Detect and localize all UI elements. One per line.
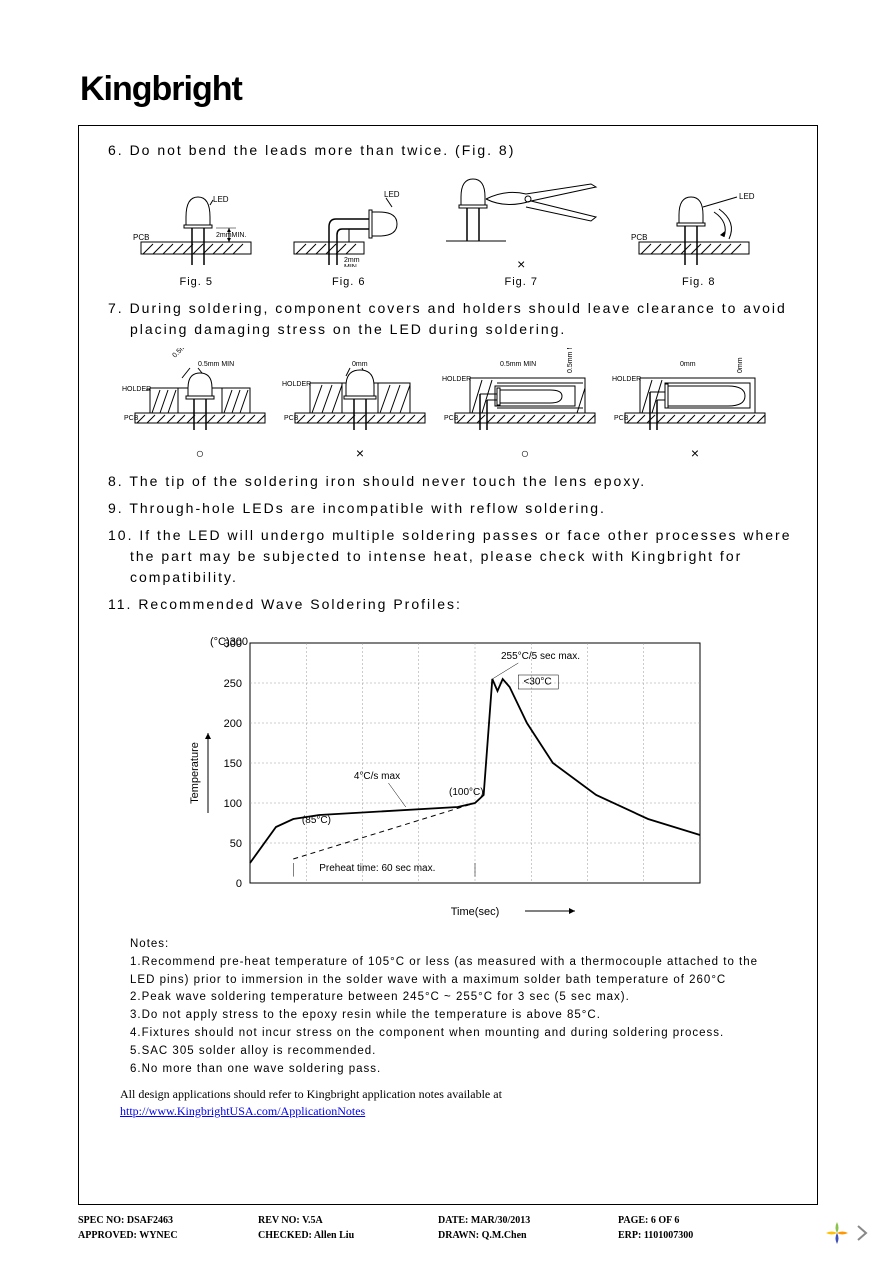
svg-text:(85°C): (85°C) — [302, 815, 331, 826]
holder-fig-2: 0mm HOLDER PCB × — [280, 348, 440, 461]
item-10: 10. If the LED will undergo multiple sol… — [100, 525, 800, 588]
item-8: 8. The tip of the soldering iron should … — [100, 471, 800, 492]
svg-text:100: 100 — [224, 798, 242, 810]
fig-7: × Fig. 7 — [436, 169, 606, 288]
footer-drawn: DRAWN: Q.M.Chen — [438, 1230, 618, 1241]
holder-2-mark: × — [280, 445, 440, 461]
note-1: 1.Recommend pre-heat temperature of 105°… — [130, 954, 780, 990]
figure-row-2: 0.5mm MIN 0.5mm MIN HOLDER PCB — [120, 348, 780, 461]
footer-page: PAGE: 6 OF 6 — [618, 1215, 798, 1226]
content-area: 6. Do not bend the leads more than twice… — [100, 140, 800, 1120]
holder-4-mark: × — [610, 445, 780, 461]
footer-spec: SPEC NO: DSAF2463 — [78, 1215, 258, 1226]
fig-7-label: Fig. 7 — [436, 276, 606, 288]
fig-6: LED 2mm MIN. Fig. 6 — [284, 187, 414, 288]
application-notes-link[interactable]: http://www.KingbrightUSA.com/Application… — [120, 1104, 365, 1118]
footer: SPEC NO: DSAF2463 REV NO: V.5A DATE: MAR… — [78, 1215, 818, 1245]
fig-8-label: Fig. 8 — [629, 276, 769, 288]
svg-text:Preheat time: 60 sec max.: Preheat time: 60 sec max. — [319, 863, 435, 874]
svg-text:0.5mm MIN: 0.5mm MIN — [198, 361, 234, 368]
holder-fig-3: 0.5mm MIN 0.5mm MIN HOLDER PCB ○ — [440, 348, 610, 461]
svg-text:(°C)300: (°C)300 — [210, 636, 248, 648]
soldering-profile-chart: 050100150200250300(°C)300TemperatureTime… — [180, 623, 760, 928]
svg-text:Time(sec): Time(sec) — [451, 906, 499, 918]
svg-text:LED: LED — [213, 195, 229, 204]
note-4: 4.Fixtures should not incur stress on th… — [130, 1025, 780, 1043]
svg-text:255°C/5 sec max.: 255°C/5 sec max. — [501, 651, 580, 662]
logo: Kingbright — [80, 70, 242, 109]
holder-fig-1: 0.5mm MIN 0.5mm MIN HOLDER PCB — [120, 348, 280, 461]
svg-text:<30°C: <30°C — [523, 677, 551, 688]
svg-text:PCB: PCB — [133, 233, 149, 242]
svg-text:0: 0 — [236, 878, 242, 890]
footer-erp: ERP: 1101007300 — [618, 1230, 798, 1241]
svg-text:HOLDER: HOLDER — [442, 376, 471, 383]
figure-row-1: PCB LED 2mmMIN. Fig. 5 — [120, 169, 780, 288]
svg-text:50: 50 — [230, 838, 242, 850]
svg-text:PCB: PCB — [614, 415, 629, 422]
svg-text:PCB: PCB — [284, 415, 299, 422]
svg-text:PCB: PCB — [124, 415, 139, 422]
svg-text:PCB: PCB — [444, 415, 459, 422]
svg-text:0mm: 0mm — [352, 361, 368, 368]
notes-block: Notes: 1.Recommend pre-heat temperature … — [130, 936, 780, 1079]
fig-6-label: Fig. 6 — [284, 276, 414, 288]
svg-text:0mm: 0mm — [680, 361, 696, 368]
fig-8: PCB LED Fig. 8 — [629, 187, 769, 288]
fig-5: PCB LED 2mmMIN. Fig. 5 — [131, 187, 261, 288]
svg-text:2mm: 2mm — [344, 257, 360, 264]
svg-text:200: 200 — [224, 718, 242, 730]
footer-rev: REV NO: V.5A — [258, 1215, 438, 1226]
item-11: 11. Recommended Wave Soldering Profiles: — [100, 594, 800, 615]
holder-fig-4: 0mm 0mm HOLDER PCB × — [610, 348, 780, 461]
item-6: 6. Do not bend the leads more than twice… — [100, 140, 800, 161]
fig-7-mark: × — [436, 256, 606, 272]
footer-checked: CHECKED: Allen Liu — [258, 1230, 438, 1241]
svg-text:(100°C): (100°C) — [449, 787, 484, 798]
holder-3-mark: ○ — [440, 445, 610, 461]
svg-text:250: 250 — [224, 678, 242, 690]
note-2: 2.Peak wave soldering temperature betwee… — [130, 989, 780, 1007]
svg-text:2mmMIN.: 2mmMIN. — [216, 232, 246, 239]
chevron-right-icon — [852, 1218, 872, 1248]
svg-text:HOLDER: HOLDER — [612, 376, 641, 383]
note-5: 5.SAC 305 solder alloy is recommended. — [130, 1043, 780, 1061]
holder-1-mark: ○ — [120, 445, 280, 461]
svg-text:LED: LED — [384, 190, 400, 199]
svg-text:Temperature: Temperature — [189, 742, 201, 804]
footer-date: DATE: MAR/30/2013 — [438, 1215, 618, 1226]
note-3: 3.Do not apply stress to the epoxy resin… — [130, 1007, 780, 1025]
svg-text:PCB: PCB — [631, 233, 647, 242]
page-nav-icon[interactable] — [822, 1213, 882, 1253]
svg-text:HOLDER: HOLDER — [282, 381, 311, 388]
svg-text:4°C/s max: 4°C/s max — [354, 771, 400, 782]
note-6: 6.No more than one wave soldering pass. — [130, 1061, 780, 1079]
svg-text:0.5mm MIN: 0.5mm MIN — [500, 361, 536, 368]
svg-text:0.5mm MIN: 0.5mm MIN — [171, 348, 202, 359]
svg-text:MIN.: MIN. — [344, 264, 359, 267]
svg-text:150: 150 — [224, 758, 242, 770]
item-9: 9. Through-hole LEDs are incompatible wi… — [100, 498, 800, 519]
svg-text:0mm: 0mm — [737, 357, 744, 373]
svg-text:LED: LED — [739, 192, 755, 201]
item-7: 7. During soldering, component covers an… — [100, 298, 800, 340]
footer-approved: APPROVED: WYNEC — [78, 1230, 258, 1241]
fig-5-label: Fig. 5 — [131, 276, 261, 288]
svg-text:0.5mm MIN: 0.5mm MIN — [567, 348, 574, 373]
link-intro: All design applications should refer to … — [120, 1087, 780, 1102]
notes-title: Notes: — [130, 936, 780, 954]
